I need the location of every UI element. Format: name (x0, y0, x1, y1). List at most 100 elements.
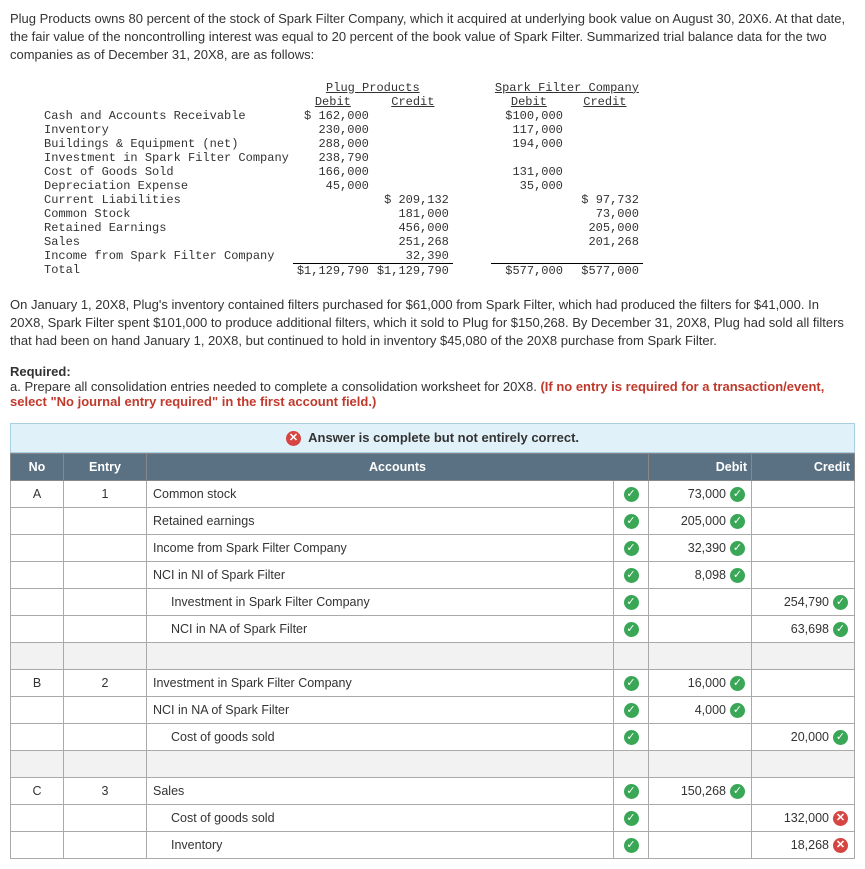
entry-cell (64, 697, 147, 724)
entry-cell: 3 (64, 778, 147, 805)
credit-cell[interactable] (752, 535, 855, 562)
credit-cell[interactable] (752, 562, 855, 589)
no-cell (11, 616, 64, 643)
account-check (614, 778, 649, 805)
account-check (614, 805, 649, 832)
x-icon (833, 811, 848, 826)
entry-cell (64, 832, 147, 859)
table-row: NCI in NI of Spark Filter 8,098 (11, 562, 855, 589)
table-row: NCI in NA of Spark Filter 4,000 (11, 697, 855, 724)
entry-cell (64, 535, 147, 562)
account-check (614, 670, 649, 697)
check-icon (624, 838, 639, 853)
account-cell[interactable]: Cost of goods sold (147, 805, 614, 832)
no-cell (11, 724, 64, 751)
check-icon (624, 784, 639, 799)
entry-cell: 2 (64, 670, 147, 697)
account-cell[interactable]: Sales (147, 778, 614, 805)
entry-cell (64, 724, 147, 751)
table-row: Investment in Spark Filter Company 254,7… (11, 589, 855, 616)
table-row: Inventory 18,268 (11, 832, 855, 859)
debit-cell[interactable] (649, 832, 752, 859)
credit-cell[interactable]: 254,790 (752, 589, 855, 616)
check-icon (730, 703, 745, 718)
debit-cell[interactable]: 4,000 (649, 697, 752, 724)
no-cell (11, 697, 64, 724)
check-icon (624, 676, 639, 691)
debit-cell[interactable]: 16,000 (649, 670, 752, 697)
check-icon (833, 595, 848, 610)
debit-cell[interactable]: 205,000 (649, 508, 752, 535)
answer-banner: Answer is complete but not entirely corr… (10, 423, 855, 453)
check-icon (730, 676, 745, 691)
credit-cell[interactable] (752, 481, 855, 508)
table-row: Retained earnings 205,000 (11, 508, 855, 535)
account-cell[interactable]: NCI in NA of Spark Filter (147, 697, 614, 724)
check-icon (730, 784, 745, 799)
table-row: Cost of goods sold 132,000 (11, 805, 855, 832)
check-icon (624, 541, 639, 556)
account-cell[interactable]: Income from Spark Filter Company (147, 535, 614, 562)
entry-cell (64, 805, 147, 832)
check-icon (730, 487, 745, 502)
intro-paragraph: Plug Products owns 80 percent of the sto… (10, 10, 855, 65)
no-cell: C (11, 778, 64, 805)
account-check (614, 589, 649, 616)
credit-cell[interactable] (752, 508, 855, 535)
check-icon (624, 595, 639, 610)
x-icon (833, 838, 848, 853)
table-row: Income from Spark Filter Company 32,390 (11, 535, 855, 562)
table-row: B 2 Investment in Spark Filter Company 1… (11, 670, 855, 697)
check-icon (624, 703, 639, 718)
account-cell[interactable]: Common stock (147, 481, 614, 508)
entry-cell (64, 508, 147, 535)
account-check (614, 481, 649, 508)
account-check (614, 832, 649, 859)
account-cell[interactable]: Investment in Spark Filter Company (147, 589, 614, 616)
required-block: Required: a. Prepare all consolidation e… (10, 364, 855, 409)
account-cell[interactable]: Retained earnings (147, 508, 614, 535)
no-cell: A (11, 481, 64, 508)
account-cell[interactable]: NCI in NI of Spark Filter (147, 562, 614, 589)
debit-cell[interactable] (649, 805, 752, 832)
debit-cell[interactable]: 8,098 (649, 562, 752, 589)
debit-cell[interactable] (649, 589, 752, 616)
credit-cell[interactable]: 18,268 (752, 832, 855, 859)
account-cell[interactable]: Investment in Spark Filter Company (147, 670, 614, 697)
tb-co1: Plug Products (293, 81, 453, 95)
check-icon (730, 541, 745, 556)
no-cell (11, 832, 64, 859)
check-icon (624, 487, 639, 502)
table-row: C 3 Sales 150,268 (11, 778, 855, 805)
no-cell (11, 535, 64, 562)
entry-cell (64, 562, 147, 589)
account-cell[interactable]: Inventory (147, 832, 614, 859)
credit-cell[interactable]: 63,698 (752, 616, 855, 643)
account-check (614, 535, 649, 562)
credit-cell[interactable]: 20,000 (752, 724, 855, 751)
credit-cell[interactable] (752, 778, 855, 805)
credit-cell[interactable] (752, 697, 855, 724)
no-cell (11, 589, 64, 616)
account-check (614, 562, 649, 589)
debit-cell[interactable]: 73,000 (649, 481, 752, 508)
debit-cell[interactable] (649, 724, 752, 751)
debit-cell[interactable] (649, 616, 752, 643)
account-check (614, 616, 649, 643)
check-icon (624, 568, 639, 583)
table-row: A 1 Common stock 73,000 (11, 481, 855, 508)
check-icon (624, 730, 639, 745)
check-icon (624, 811, 639, 826)
answer-table: No Entry Accounts Debit Credit A 1 Commo… (10, 453, 855, 859)
account-cell[interactable]: Cost of goods sold (147, 724, 614, 751)
entry-cell: 1 (64, 481, 147, 508)
x-icon (286, 431, 301, 446)
debit-cell[interactable]: 32,390 (649, 535, 752, 562)
credit-cell[interactable] (752, 670, 855, 697)
entry-cell (64, 589, 147, 616)
account-cell[interactable]: NCI in NA of Spark Filter (147, 616, 614, 643)
account-check (614, 724, 649, 751)
debit-cell[interactable]: 150,268 (649, 778, 752, 805)
credit-cell[interactable]: 132,000 (752, 805, 855, 832)
check-icon (624, 514, 639, 529)
